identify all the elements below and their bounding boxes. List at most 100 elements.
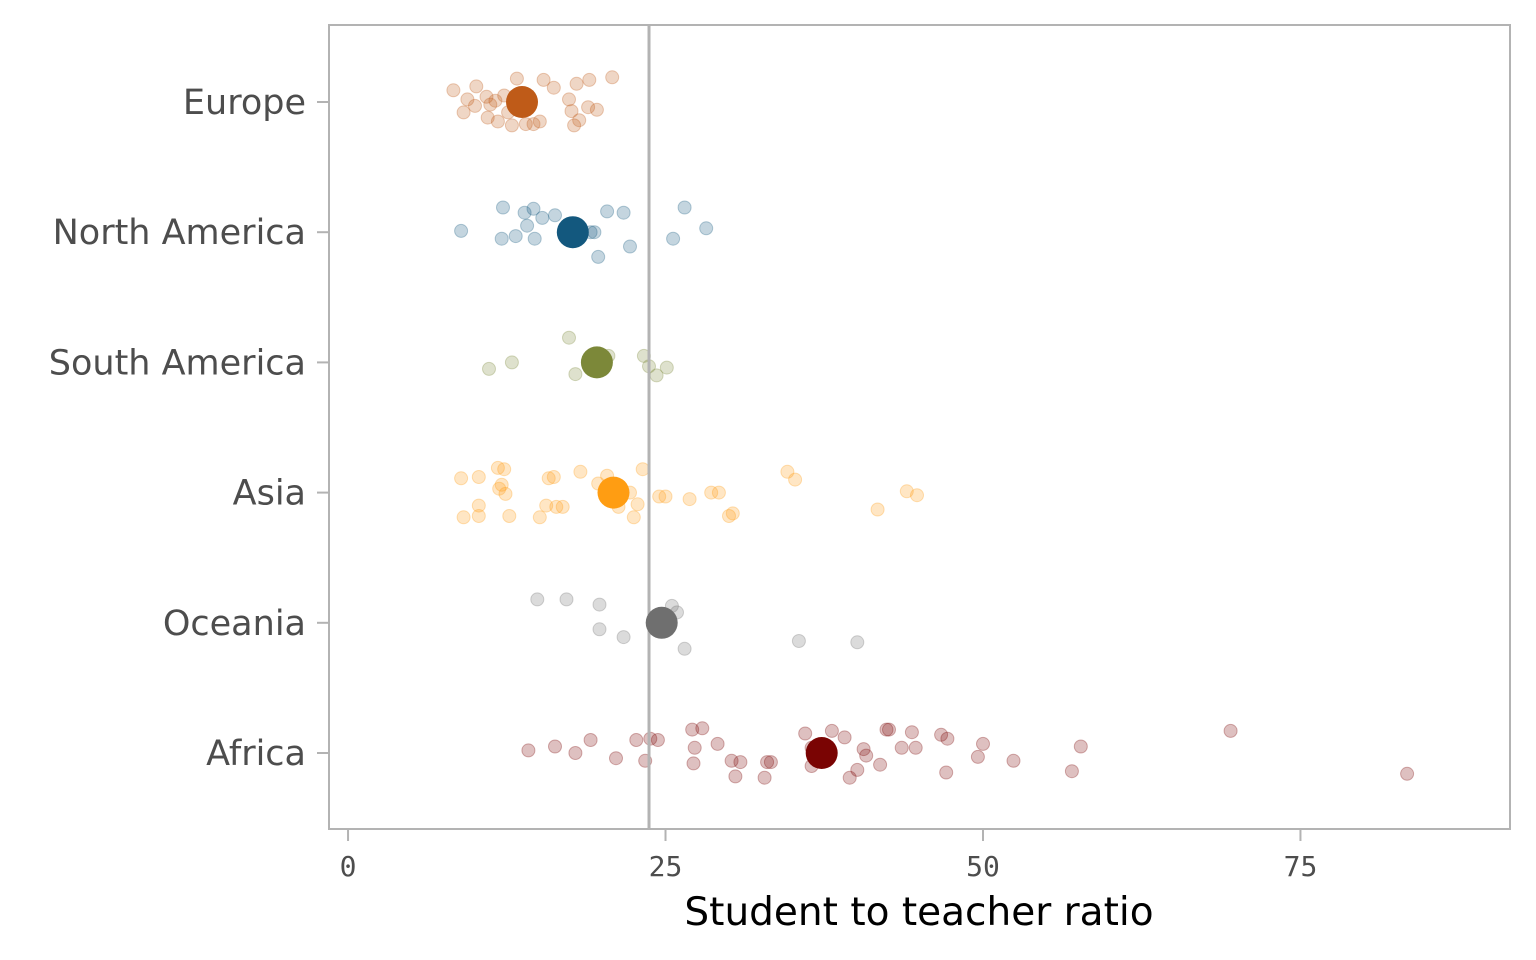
point-south-america-0 <box>482 361 496 376</box>
point-europe-25 <box>572 113 587 128</box>
point-europe-13 <box>483 97 498 112</box>
point-asia-26 <box>658 489 673 504</box>
point-africa-26 <box>850 762 865 777</box>
point-oceania-4 <box>616 630 631 645</box>
point-asia-4 <box>492 481 507 496</box>
point-europe-9 <box>468 98 482 113</box>
point-asia-13 <box>539 498 554 513</box>
point-asia-7 <box>471 498 486 513</box>
point-asia-10 <box>502 509 517 523</box>
point-europe-8 <box>460 92 475 107</box>
point-europe-22 <box>526 117 541 132</box>
point-south-america-8 <box>659 360 674 375</box>
point-oceania-3 <box>592 622 607 637</box>
point-asia-9 <box>471 509 486 523</box>
point-asia-12 <box>546 470 561 484</box>
point-africa-24 <box>837 730 852 745</box>
point-asia-28 <box>704 485 719 500</box>
point-europe-4 <box>569 76 584 91</box>
point-africa-33 <box>904 725 919 740</box>
point-africa-31 <box>882 722 896 737</box>
point-europe-14 <box>562 92 576 107</box>
point-asia-1 <box>471 470 486 484</box>
point-africa-15 <box>733 755 748 770</box>
y-tick-label-north-america: North America <box>53 213 306 253</box>
point-asia-5 <box>494 477 509 492</box>
point-asia-31 <box>722 509 736 523</box>
point-oceania-8 <box>791 634 806 648</box>
point-oceania-7 <box>677 641 692 656</box>
point-africa-38 <box>970 749 985 764</box>
point-europe-19 <box>490 114 505 129</box>
point-europe-3 <box>536 72 551 87</box>
point-north-america-8 <box>508 229 523 244</box>
point-asia-16 <box>532 510 547 525</box>
mean-marker-asia <box>597 476 630 509</box>
mean-marker-africa <box>805 737 838 769</box>
point-europe-6 <box>605 70 620 85</box>
point-asia-0 <box>454 471 469 486</box>
point-africa-19 <box>757 770 772 785</box>
point-africa-25 <box>842 770 857 785</box>
point-europe-23 <box>532 114 547 129</box>
point-europe-15 <box>581 100 596 115</box>
point-oceania-2 <box>592 597 607 612</box>
point-asia-36 <box>910 488 924 503</box>
y-tick-label-oceania: Oceania <box>163 604 306 644</box>
point-africa-32 <box>894 740 909 755</box>
point-asia-15 <box>555 499 570 514</box>
mean-marker-oceania <box>645 606 678 639</box>
point-africa-30 <box>879 722 894 737</box>
x-axis: 0 25 50 75 <box>340 829 1317 883</box>
y-tick-label-africa: Africa <box>206 734 306 774</box>
x-tick-label-0: 0 <box>340 850 357 883</box>
point-africa-44 <box>1400 766 1415 781</box>
point-north-america-7 <box>494 231 509 246</box>
jittered-points <box>446 70 1415 785</box>
point-asia-33 <box>788 472 803 487</box>
point-africa-36 <box>940 731 955 746</box>
point-africa-11 <box>687 740 702 755</box>
point-africa-28 <box>859 748 874 763</box>
x-axis-title: Student to teacher ratio <box>684 890 1153 935</box>
point-europe-7 <box>546 80 561 95</box>
point-africa-13 <box>710 736 725 751</box>
point-south-america-2 <box>562 330 576 345</box>
point-africa-41 <box>1064 764 1079 779</box>
point-africa-16 <box>728 769 743 784</box>
point-africa-1 <box>548 739 562 754</box>
point-asia-21 <box>630 497 645 512</box>
point-africa-18 <box>763 755 778 770</box>
point-north-america-1 <box>496 200 510 215</box>
point-europe-18 <box>480 110 495 125</box>
point-asia-17 <box>573 464 588 479</box>
point-north-america-2 <box>517 205 532 220</box>
point-africa-0 <box>521 743 536 758</box>
x-tick-label-50: 50 <box>966 850 1000 883</box>
point-north-america-6 <box>520 218 535 233</box>
point-asia-2 <box>490 460 505 475</box>
point-asia-8 <box>456 510 471 525</box>
point-africa-17 <box>760 755 775 770</box>
mean-marker-south-america <box>580 346 613 379</box>
point-europe-20 <box>504 118 519 133</box>
point-asia-27 <box>682 492 697 507</box>
point-asia-30 <box>725 506 740 521</box>
point-oceania-9 <box>850 635 865 650</box>
point-asia-32 <box>780 464 795 479</box>
point-africa-3 <box>583 733 598 747</box>
point-africa-14 <box>724 753 739 768</box>
point-north-america-11 <box>600 204 615 219</box>
point-north-america-14 <box>623 239 637 254</box>
point-asia-6 <box>498 486 513 501</box>
point-africa-35 <box>934 727 949 742</box>
point-north-america-4 <box>535 210 550 225</box>
point-asia-14 <box>549 499 564 514</box>
point-europe-0 <box>446 83 461 98</box>
point-asia-34 <box>870 502 885 517</box>
point-asia-11 <box>541 471 556 486</box>
y-axis: Europe North America South America Asia Ocea… <box>49 83 329 774</box>
point-north-america-3 <box>526 201 541 216</box>
point-north-america-12 <box>616 205 631 220</box>
